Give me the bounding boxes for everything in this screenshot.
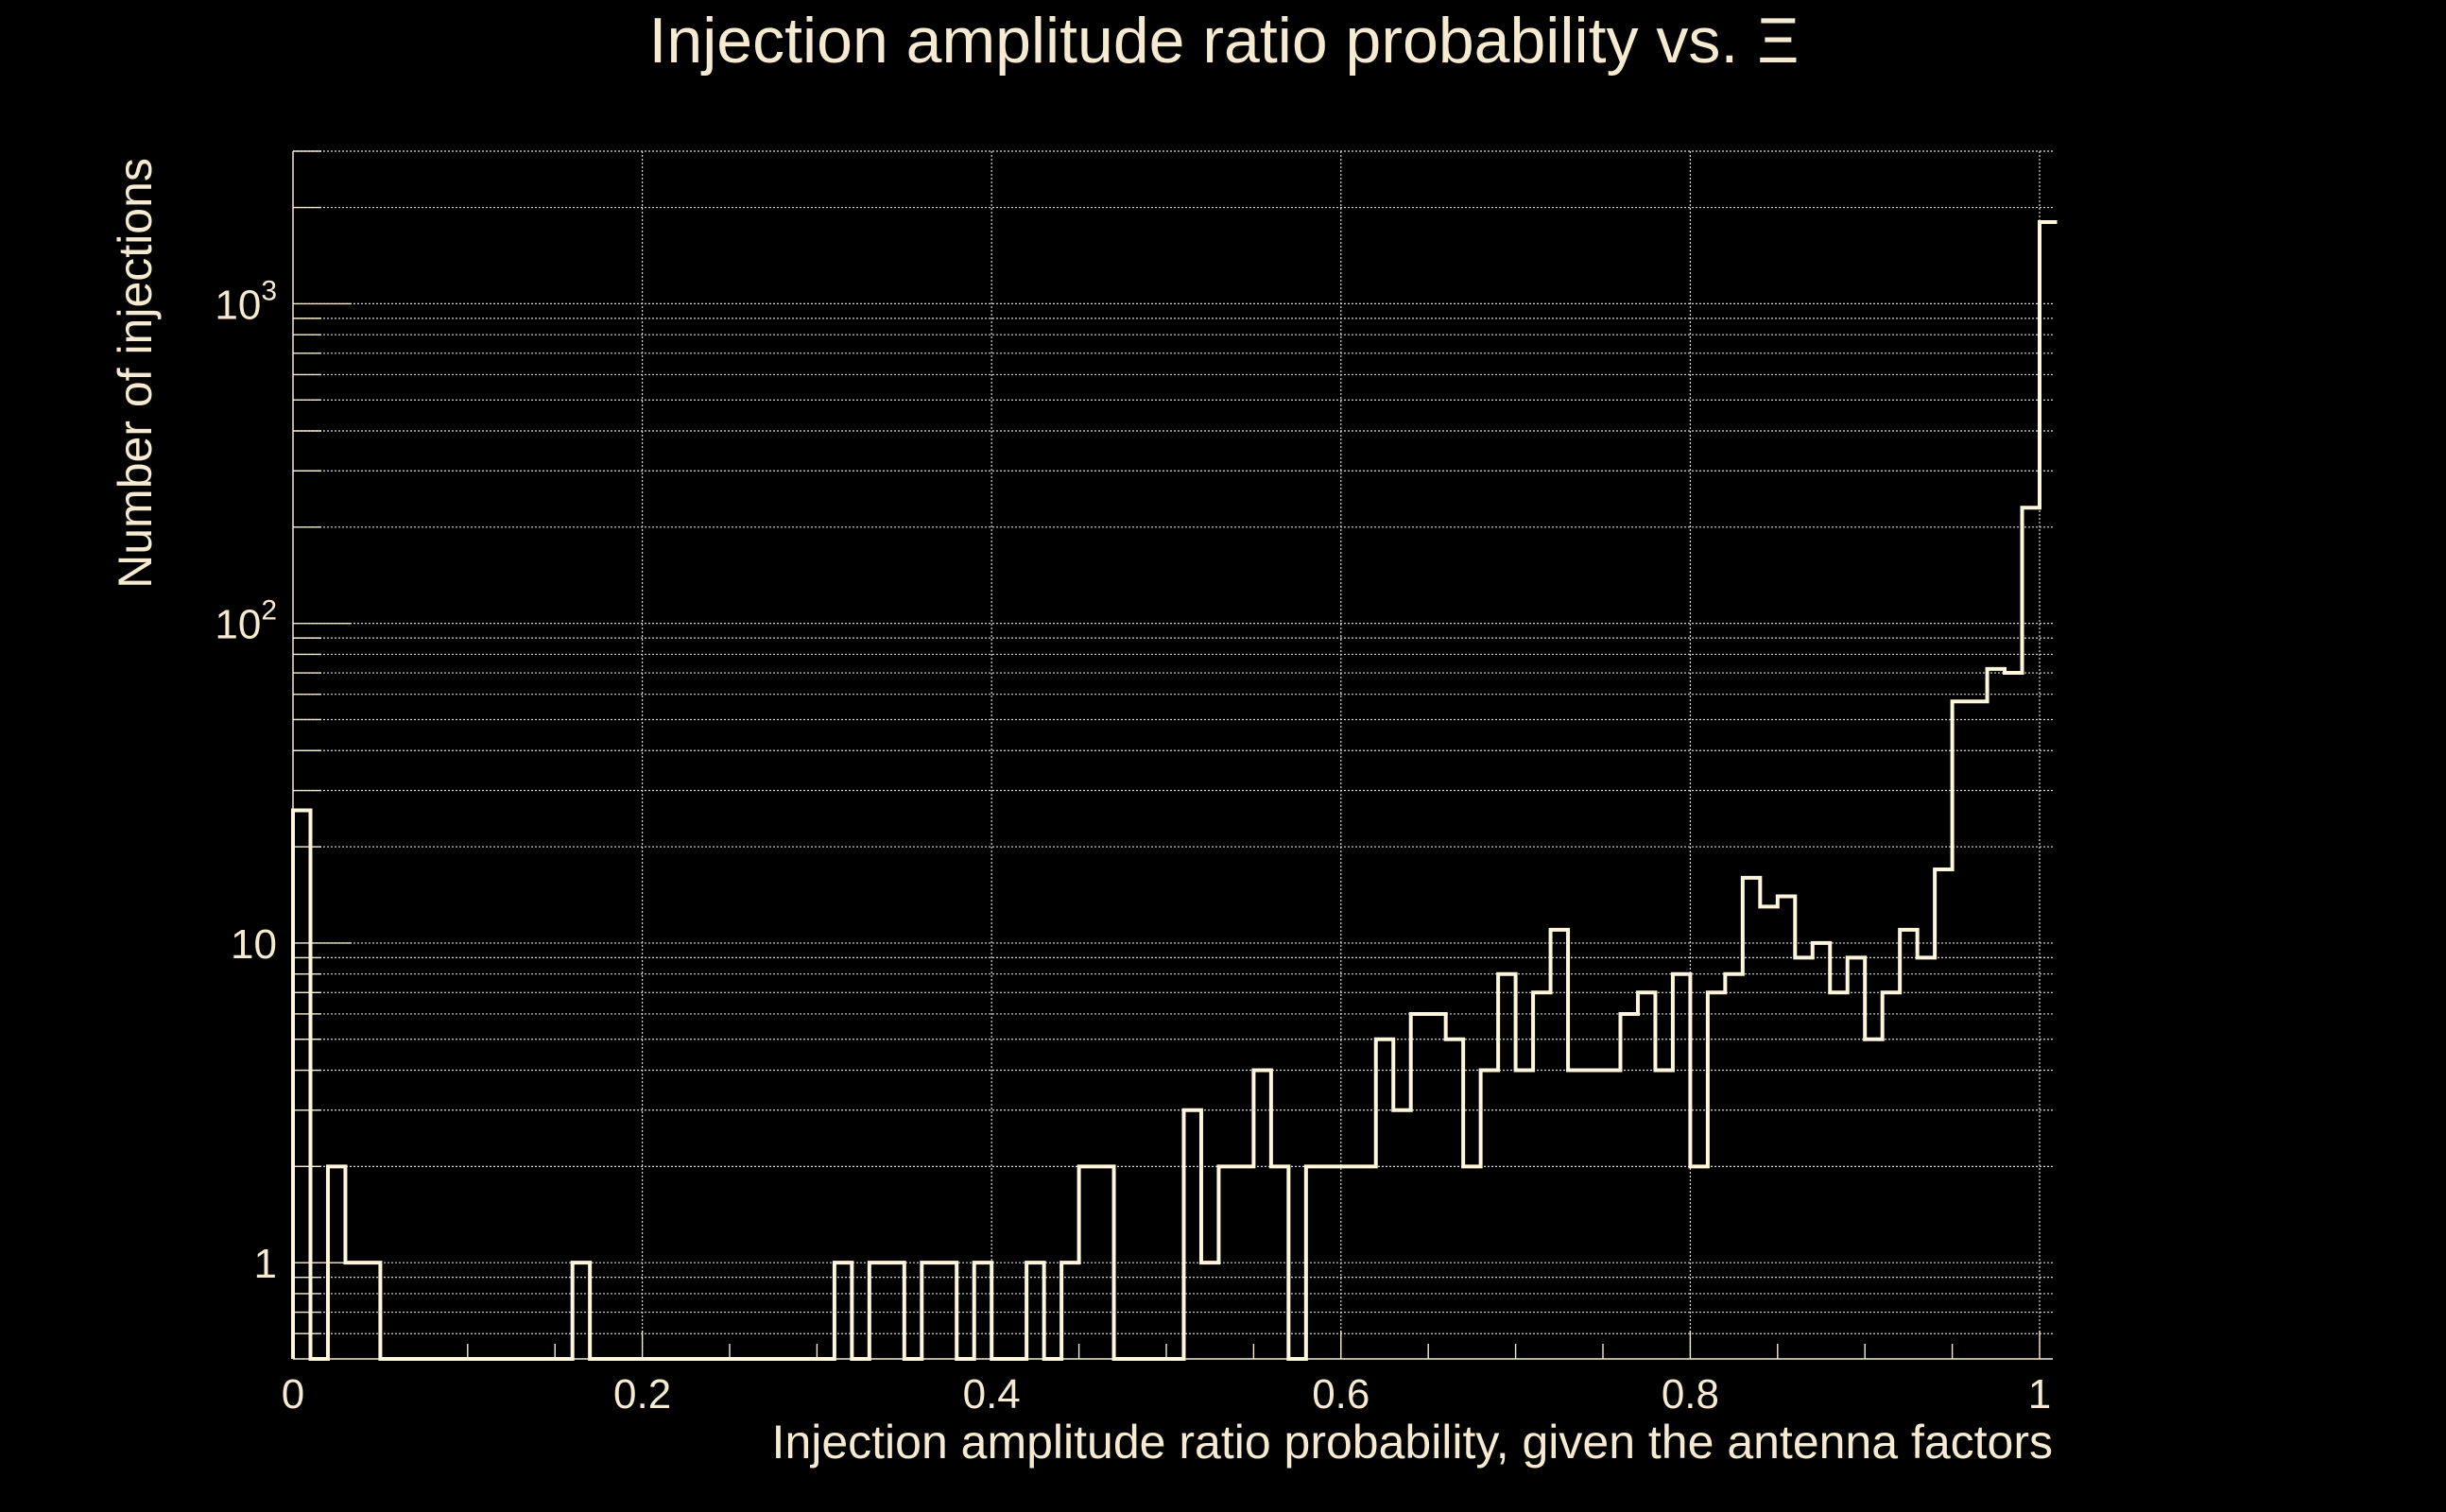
histogram-bar xyxy=(1079,1166,1096,1359)
histogram-bar xyxy=(293,811,310,1359)
histogram-bar xyxy=(1026,1263,1043,1359)
histogram-bar xyxy=(1218,1166,1235,1359)
histogram-bar xyxy=(1428,1014,1445,1359)
histogram-bar xyxy=(922,1263,939,1359)
x-tick-label: 0 xyxy=(282,1371,304,1418)
histogram-bar xyxy=(1551,930,1568,1359)
histogram-bar xyxy=(887,1263,904,1359)
histogram-bar xyxy=(1463,1166,1480,1359)
x-tick-labels: 0 0.2 0.4 0.6 0.8 1 xyxy=(282,1371,2051,1418)
histogram-bar xyxy=(1778,896,1795,1359)
histogram-bar xyxy=(1935,869,1952,1359)
histogram-bar xyxy=(1655,1071,1672,1359)
histogram-bar xyxy=(870,1263,887,1359)
histogram-bar xyxy=(1568,1071,1585,1359)
histogram-bar xyxy=(1830,992,1847,1359)
histogram-bar xyxy=(345,1263,362,1359)
y-tick-label: 1 xyxy=(254,1241,277,1287)
histogram-bar xyxy=(1446,1040,1463,1359)
y-tick-label: 10 xyxy=(231,921,277,968)
histogram-bar xyxy=(1900,930,1917,1359)
histogram-bar xyxy=(1061,1263,1078,1359)
histogram-bar xyxy=(939,1263,956,1359)
histogram-bar xyxy=(1743,878,1760,1359)
histogram-bar xyxy=(1376,1040,1393,1359)
histogram-bar xyxy=(1533,992,1550,1359)
histogram-bar xyxy=(1341,1166,1358,1359)
histogram-bar xyxy=(1673,974,1690,1359)
x-tick-label: 0.4 xyxy=(963,1371,1021,1418)
histogram-bar xyxy=(1481,1071,1498,1359)
histogram-bar xyxy=(1970,701,1987,1359)
histogram-bar xyxy=(974,1263,991,1359)
histogram-bar xyxy=(2040,222,2057,1359)
histogram-bar xyxy=(1865,1040,1882,1359)
histogram-bar xyxy=(1236,1166,1253,1359)
histogram-bar xyxy=(328,1166,345,1359)
histogram-bar xyxy=(1725,974,1742,1359)
histogram-bar xyxy=(1586,1071,1603,1359)
histogram-bar xyxy=(1201,1263,1218,1359)
histogram-bar xyxy=(1271,1166,1288,1359)
histogram-bar xyxy=(1183,1110,1200,1359)
histogram-bar xyxy=(1393,1110,1410,1359)
histogram-bar xyxy=(1795,957,1812,1359)
histogram-bar xyxy=(835,1263,852,1359)
histogram-bar xyxy=(1690,1166,1707,1359)
x-tick-label: 0.8 xyxy=(1662,1371,1719,1418)
y-tick-labels: 1 10 102 103 xyxy=(215,275,277,1287)
histogram-bar xyxy=(1760,906,1777,1359)
y-tick-label: 103 xyxy=(215,275,277,328)
histogram-bar xyxy=(1638,992,1655,1359)
histogram-bar xyxy=(1813,943,1830,1359)
histogram-bar xyxy=(363,1263,380,1359)
histogram-bar xyxy=(1306,1166,1323,1359)
x-tick-label: 0.2 xyxy=(613,1371,671,1418)
y-tick-label: 102 xyxy=(215,595,277,648)
chart-title: Injection amplitude ratio probability vs… xyxy=(648,5,1799,77)
histogram-bar xyxy=(1411,1014,1428,1359)
x-tick-label: 1 xyxy=(2028,1371,2051,1418)
histogram-bar xyxy=(1096,1166,1113,1359)
histogram-bar xyxy=(1708,992,1725,1359)
histogram-bar xyxy=(1358,1166,1375,1359)
histogram-bar xyxy=(1620,1014,1637,1359)
histogram-bar xyxy=(2023,507,2040,1359)
histogram-bar xyxy=(1516,1071,1533,1359)
x-axis-label: Injection amplitude ratio probability, g… xyxy=(772,1416,2053,1469)
histogram-bar xyxy=(1253,1071,1270,1359)
histogram-bar xyxy=(1323,1166,1340,1359)
y-axis-label: Number of injections xyxy=(109,158,162,589)
histogram-bar xyxy=(2005,673,2022,1359)
histogram-bar xyxy=(1848,957,1865,1359)
histogram-bar xyxy=(1953,701,1970,1359)
x-tick-label: 0.6 xyxy=(1312,1371,1369,1418)
histogram-bar xyxy=(1918,957,1935,1359)
histogram-bar xyxy=(1603,1071,1620,1359)
histogram-bar xyxy=(1883,992,1900,1359)
histogram-bar xyxy=(1498,974,1515,1359)
histogram-bar xyxy=(573,1263,590,1359)
histogram-series xyxy=(291,220,2058,1361)
histogram-bar xyxy=(1988,669,2005,1359)
